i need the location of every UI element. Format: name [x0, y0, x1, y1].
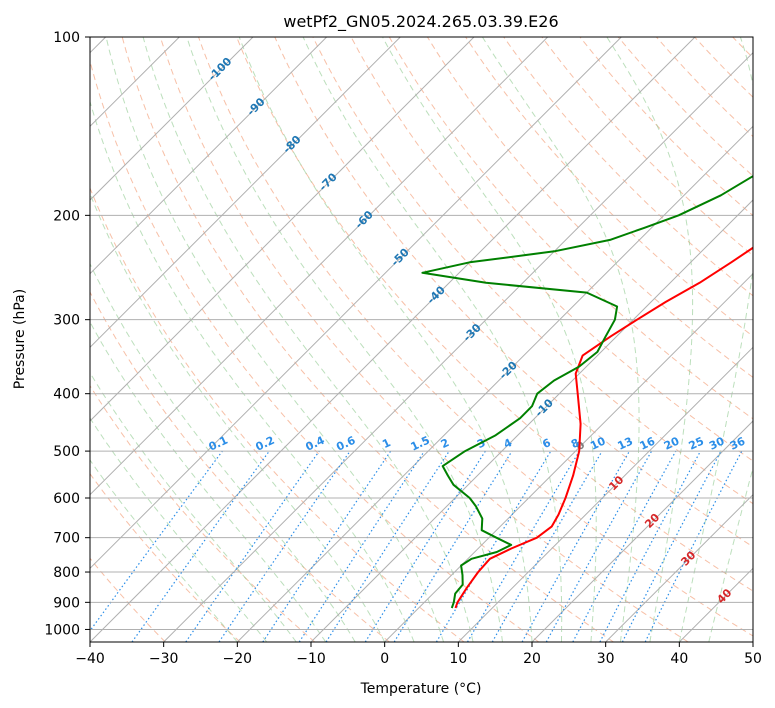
- isotherm-line: [90, 37, 549, 496]
- mixing-ratio-line: [393, 450, 513, 642]
- y-tick-label: 400: [53, 387, 80, 403]
- moist-adiabat: [90, 459, 238, 642]
- isotherm-line: [236, 125, 753, 642]
- y-tick-label: 700: [53, 531, 80, 547]
- moist-adiabat: [90, 192, 386, 642]
- mixing-ratio-line: [491, 450, 603, 642]
- isotherm-line: [605, 493, 753, 642]
- dry-adiabat: [90, 186, 465, 642]
- isotherm-line: [457, 346, 753, 642]
- mixing-ratio-label: 13: [616, 435, 635, 453]
- isotherm-line: [531, 420, 753, 642]
- x-tick-label: 20: [523, 651, 541, 667]
- x-tick-label: −10: [296, 651, 326, 667]
- mixing-ratio-label: 36: [728, 434, 748, 452]
- mixing-ratio-line: [545, 450, 653, 642]
- mixing-ratio-line: [435, 450, 552, 642]
- mixing-ratio-label: 16: [638, 434, 658, 452]
- mixing-ratio-line: [218, 450, 351, 642]
- moist-adiabat: [302, 37, 563, 642]
- moist-adiabat: [481, 37, 640, 642]
- x-tick-label: −20: [223, 651, 253, 667]
- x-tick-label: 40: [670, 651, 688, 667]
- isotherm-line: [163, 51, 753, 642]
- moist-adiabat: [606, 37, 694, 642]
- mixing-ratio-label: 25: [687, 435, 706, 453]
- mixing-ratio-label: 30: [707, 434, 727, 452]
- mixing-ratio-line: [466, 450, 580, 642]
- x-tick-label: −40: [75, 651, 105, 667]
- isotherm-line: [90, 37, 401, 349]
- dry-adiabat: [312, 37, 753, 505]
- moist-adiabat: [142, 37, 474, 642]
- x-tick-label: 0: [380, 651, 389, 667]
- dry-adiabat: [198, 37, 753, 637]
- x-axis-ticks: −40 −30 −20 −10 0 10 20 30 40 50: [75, 642, 762, 667]
- mixing-ratio-line: [325, 450, 450, 642]
- moist-adiabat: [678, 37, 753, 642]
- mixing-ratio-line: [572, 450, 677, 642]
- y-tick-label: 300: [53, 313, 80, 329]
- dry-adiabat: [159, 37, 689, 642]
- moist-adiabat: [90, 371, 297, 642]
- dry-adiabat: [90, 59, 540, 642]
- moist-adiabat: [708, 466, 753, 642]
- y-tick-label: 100: [53, 30, 80, 46]
- dry-adiabat: [90, 291, 390, 642]
- moist-adiabat: [90, 262, 356, 642]
- mixing-ratio-line: [185, 450, 320, 642]
- mixing-ratio-line: [131, 450, 270, 642]
- moist-adiabat: [382, 37, 597, 642]
- x-axis-label: Temperature (°C): [360, 681, 482, 697]
- moist-adiabat: [238, 37, 533, 642]
- moist-adiabat: [105, 37, 445, 642]
- isotherm-line: [90, 37, 254, 201]
- isotherm-line: [384, 272, 753, 642]
- moist-adiabat: [90, 321, 327, 642]
- x-tick-label: 10: [449, 651, 467, 667]
- dry-adiabat: [503, 37, 753, 297]
- dry-adiabat: [617, 37, 753, 177]
- isotherm-line: [90, 37, 696, 642]
- x-tick-label: −30: [149, 651, 179, 667]
- x-tick-label: 30: [597, 651, 615, 667]
- y-axis-ticks: 100 200 300 400 500 600 700 800 900 1000: [44, 30, 90, 638]
- y-tick-label: 900: [53, 595, 80, 611]
- y-tick-label: 800: [53, 565, 80, 581]
- y-tick-label: 200: [53, 208, 80, 224]
- y-tick-label: 1000: [44, 622, 80, 638]
- isotherm-line: [90, 37, 475, 422]
- dry-adiabat: [90, 384, 316, 642]
- y-axis-label: Pressure (hPa): [12, 289, 28, 389]
- dry-adiabat: [121, 37, 614, 642]
- temperature-profile-line: [454, 246, 753, 609]
- mixing-ratio-line: [521, 450, 631, 642]
- dewpoint-profile-line: [421, 174, 753, 609]
- mixing-ratio-line: [90, 450, 223, 632]
- y-tick-label: 600: [53, 491, 80, 507]
- moist-adiabat: [90, 417, 268, 642]
- x-tick-label: 50: [744, 651, 762, 667]
- dry-adiabat: [274, 37, 753, 548]
- mixing-ratio-label: 20: [662, 434, 682, 452]
- isotherm-line: [90, 37, 622, 570]
- pressure-grid: [90, 37, 753, 630]
- plot-frame: [89, 36, 754, 643]
- dry-adiabat: [426, 37, 753, 378]
- chart-title: wetPf2_GN05.2024.265.03.39.E26: [283, 12, 558, 32]
- profile-series: [421, 174, 753, 609]
- mixing-ratio-label: 10: [588, 434, 608, 452]
- isotherm-line: [90, 37, 328, 275]
- mixing-ratio-line: [364, 450, 486, 642]
- dry-adiabat: [236, 37, 753, 592]
- y-tick-label: 500: [53, 444, 80, 460]
- isotherm-line: [310, 199, 753, 642]
- dry-adiabat: [388, 37, 753, 420]
